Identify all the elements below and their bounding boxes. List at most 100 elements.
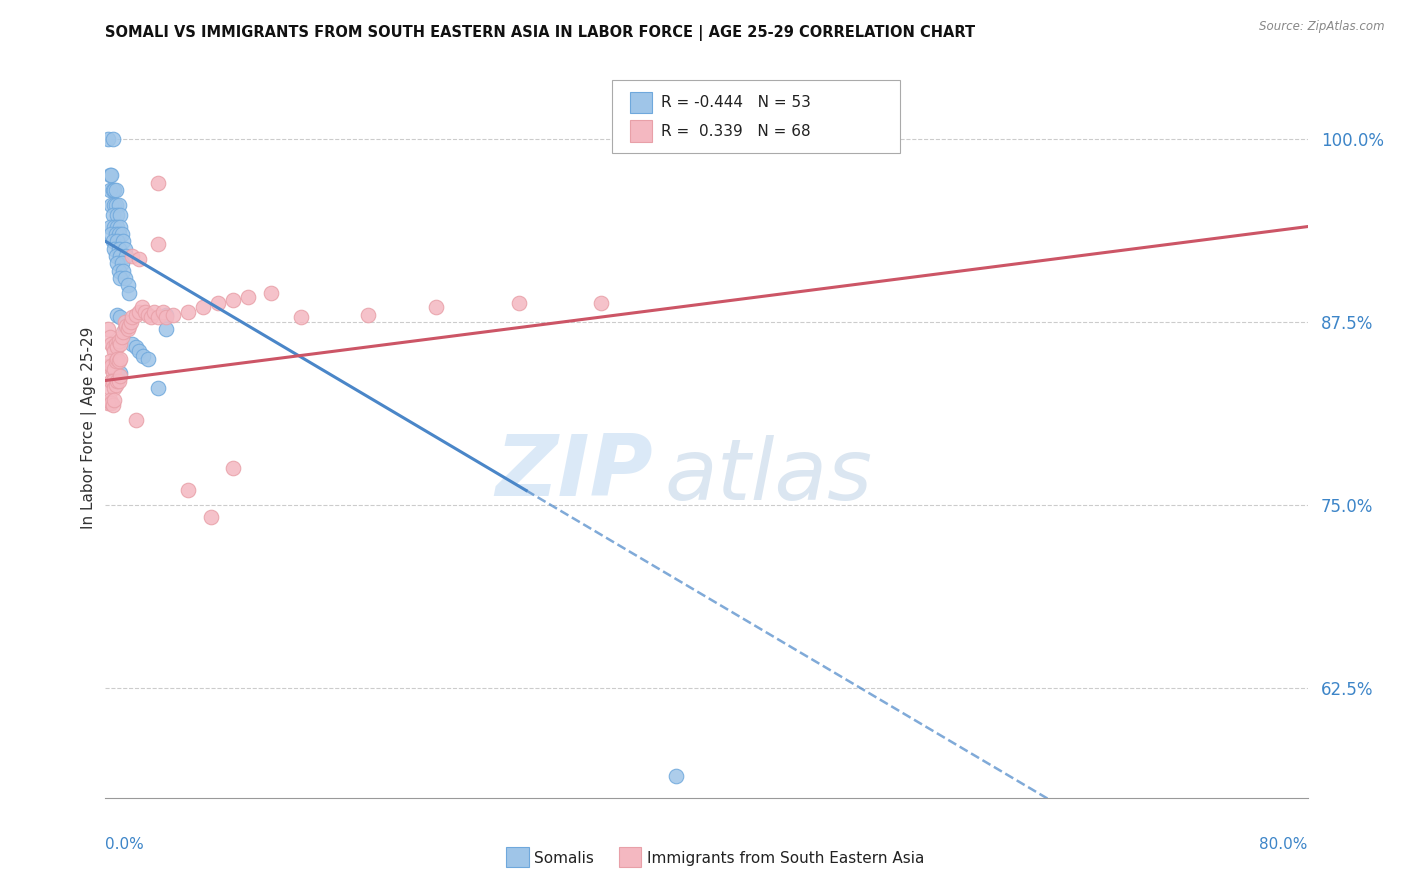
Point [101, 366, 124, 380]
Point [146, 310, 169, 325]
Point [118, 319, 141, 334]
Point [97, 395, 120, 409]
Point [177, 483, 200, 498]
Point [120, 315, 142, 329]
Point [98, 392, 121, 407]
Point [124, 413, 146, 427]
Point [104, 378, 127, 392]
Point [121, 310, 143, 325]
Point [155, 310, 177, 325]
Point [107, 308, 129, 322]
Point [136, 308, 159, 322]
Point [128, 344, 150, 359]
Point [111, 329, 134, 343]
Point [104, 336, 127, 351]
Point [110, 249, 132, 263]
Point [103, 219, 125, 234]
Point [108, 263, 131, 277]
Point [118, 285, 141, 300]
Point [110, 366, 132, 380]
Text: SOMALI VS IMMIGRANTS FROM SOUTH EASTERN ASIA IN LABOR FORCE | AGE 25-29 CORRELAT: SOMALI VS IMMIGRANTS FROM SOUTH EASTERN … [105, 25, 976, 41]
Point [508, 295, 530, 310]
Point [114, 322, 136, 336]
Point [100, 197, 122, 211]
Point [124, 340, 146, 354]
Point [101, 340, 124, 354]
Text: ZIP: ZIP [495, 431, 652, 514]
Point [101, 399, 124, 413]
Point [260, 285, 283, 300]
Point [155, 322, 177, 336]
Point [110, 310, 132, 325]
Point [110, 271, 132, 285]
Point [107, 340, 129, 354]
Point [107, 366, 129, 380]
Point [121, 249, 143, 263]
Point [101, 374, 124, 388]
Text: Somalis: Somalis [534, 851, 595, 865]
Point [98, 381, 121, 395]
Point [100, 336, 122, 351]
Point [121, 336, 143, 351]
Point [146, 237, 169, 252]
Point [103, 183, 125, 197]
Text: R =  0.339   N = 68: R = 0.339 N = 68 [661, 124, 810, 138]
Point [101, 131, 124, 145]
Point [665, 769, 688, 783]
Text: 0.0%: 0.0% [105, 837, 145, 852]
Point [191, 300, 214, 314]
Point [104, 197, 127, 211]
Point [110, 219, 132, 234]
Point [115, 319, 138, 334]
Point [110, 369, 132, 384]
Point [111, 256, 134, 270]
Point [108, 242, 131, 256]
Point [110, 208, 132, 222]
Text: Immigrants from South Eastern Asia: Immigrants from South Eastern Asia [647, 851, 924, 865]
Point [101, 234, 124, 248]
Point [128, 304, 150, 318]
Point [131, 300, 153, 314]
Point [155, 308, 177, 322]
Point [110, 336, 132, 351]
Point [124, 308, 146, 322]
Point [104, 183, 127, 197]
Point [104, 354, 127, 368]
Point [100, 374, 122, 388]
Point [200, 509, 222, 524]
Point [104, 249, 127, 263]
Point [101, 183, 124, 197]
Point [114, 315, 136, 329]
Point [238, 290, 260, 304]
Point [107, 374, 129, 388]
Point [98, 219, 121, 234]
Point [290, 310, 312, 325]
Point [108, 197, 131, 211]
Point [100, 359, 122, 373]
Point [115, 249, 138, 263]
Point [103, 197, 125, 211]
Point [222, 461, 245, 475]
Text: 80.0%: 80.0% [1260, 837, 1308, 852]
Point [117, 278, 139, 293]
Point [100, 227, 122, 241]
Point [101, 208, 124, 222]
Text: Source: ZipAtlas.com: Source: ZipAtlas.com [1260, 20, 1385, 33]
Point [98, 168, 121, 182]
Point [108, 354, 131, 368]
Point [134, 304, 156, 318]
Point [112, 234, 135, 248]
Point [591, 295, 613, 310]
Point [207, 295, 229, 310]
Point [222, 293, 245, 307]
Point [114, 242, 136, 256]
Point [132, 349, 155, 363]
Point [112, 263, 135, 277]
Point [110, 351, 132, 366]
Point [357, 308, 380, 322]
Point [103, 361, 125, 376]
Point [107, 351, 129, 366]
Point [108, 374, 131, 388]
Point [103, 381, 125, 395]
Point [146, 381, 169, 395]
